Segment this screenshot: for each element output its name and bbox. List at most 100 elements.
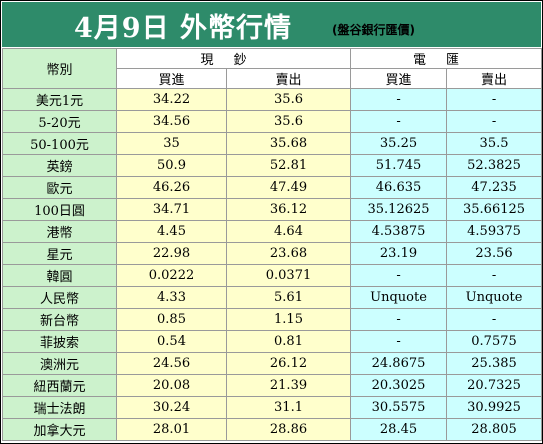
cash-sell-value: 28.86 — [225, 418, 352, 441]
wire-sell-value: 20.7325 — [446, 374, 543, 397]
table-row: 瑞士法朗 30.24 31.1 30.5575 30.9925 — [2, 396, 543, 419]
table-row: 英鎊 50.9 52.81 51.745 52.3825 — [2, 154, 543, 177]
cash-buy-value: 0.0222 — [116, 264, 227, 287]
cash-buy-value: 24.56 — [116, 352, 227, 375]
currency-name: 瑞士法朗 — [2, 396, 117, 419]
cash-sell-header: 賣出 — [225, 68, 352, 89]
wire-buy-value: 24.8675 — [350, 352, 448, 375]
wire-buy-value: 20.3025 — [350, 374, 448, 397]
cash-buy-value: 50.9 — [116, 154, 227, 177]
cash-sell-value: 47.49 — [225, 176, 352, 199]
table-row: 星元 22.98 23.68 23.19 23.56 — [2, 242, 543, 265]
currency-name: 菲披索 — [2, 330, 117, 353]
currency-name: 100日圓 — [2, 198, 117, 221]
table-row: 50-100元 35 35.68 35.25 35.5 — [2, 132, 543, 155]
currency-name: 人民幣 — [2, 286, 117, 309]
currency-name: 美元1元 — [2, 88, 117, 111]
wire-sell-value: 23.56 — [446, 242, 543, 265]
currency-name: 港幣 — [2, 220, 117, 243]
cash-buy-value: 30.24 — [116, 396, 227, 419]
wire-sell-header: 賣出 — [446, 68, 543, 89]
cash-sell-value: 0.0371 — [225, 264, 352, 287]
wire-buy-value: - — [350, 330, 448, 353]
currency-name: 英鎊 — [2, 154, 117, 177]
cash-sell-value: 4.64 — [225, 220, 352, 243]
wire-sell-value: 25.385 — [446, 352, 543, 375]
table-row: 新台幣 0.85 1.15- - — [2, 308, 543, 331]
table-row: 歐元 46.26 47.49 46.635 47.235 — [2, 176, 543, 199]
cash-buy-value: 20.08 — [116, 374, 227, 397]
wire-buy-value: 28.45 — [350, 418, 448, 441]
page-title: 4月9日 外幣行情 — [74, 13, 292, 44]
currency-name: 韓圓 — [2, 264, 117, 287]
cash-buy-value: 0.54 — [116, 330, 227, 353]
currency-name: 歐元 — [2, 176, 117, 199]
wire-buy-value: - — [350, 110, 448, 133]
currency-name: 50-100元 — [2, 132, 117, 155]
wire-buy-value: 35.12625 — [350, 198, 448, 221]
currency-name: 新台幣 — [2, 308, 117, 331]
wire-buy-value: 4.53875 — [350, 220, 448, 243]
wire-buy-value: - — [350, 264, 448, 287]
cash-sell-value: 23.68 — [225, 242, 352, 265]
source-subtitle: (盤谷銀行匯價) — [332, 23, 415, 37]
cash-sell-value: 35.68 — [225, 132, 352, 155]
wire-header: 電匯 — [350, 48, 543, 69]
cash-sell-value: 35.6 — [225, 88, 352, 111]
table-row: 人民幣 4.33 5.61 Unquote Unquote — [2, 286, 543, 309]
wire-buy-value: - — [350, 88, 448, 111]
table-row: 100日圓 34.71 36.12 35.12625 35.66125 — [2, 198, 543, 221]
wire-sell-value: - — [446, 308, 543, 331]
currency-name: 澳洲元 — [2, 352, 117, 375]
cash-buy-value: 0.85 — [116, 308, 227, 331]
table-row: 紐西蘭元 20.08 21.39 20.3025 20.7325 — [2, 374, 543, 397]
table-row: 港幣 4.45 4.64 4.53875 4.59375 — [2, 220, 543, 243]
header-row-subheads: 買進 賣出 買進 賣出 — [3, 68, 543, 89]
wire-buy-value: 46.635 — [350, 176, 448, 199]
cash-sell-value: 31.1 — [225, 396, 352, 419]
wire-sell-value: 0.7575 — [446, 330, 543, 353]
table-row: 美元1元 34.22 35.6- - — [2, 88, 543, 111]
cash-sell-value: 26.12 — [225, 352, 352, 375]
wire-sell-value: 30.9925 — [446, 396, 543, 419]
wire-sell-value: 35.66125 — [446, 198, 543, 221]
cash-buy-value: 28.01 — [116, 418, 227, 441]
cash-header: 現鈔 — [115, 48, 352, 69]
header-row-groups: 幣別 現鈔 電匯 — [2, 48, 543, 89]
cash-buy-value: 46.26 — [116, 176, 227, 199]
title-banner: 4月9日 外幣行情 (盤谷銀行匯價) — [2, 2, 541, 47]
cash-buy-value: 35 — [116, 132, 227, 155]
cash-buy-value: 34.71 — [116, 198, 227, 221]
wire-sell-value: - — [446, 88, 543, 111]
wire-sell-value: 35.5 — [446, 132, 543, 155]
table-row: 加拿大元 28.01 28.86 28.45 28.805 — [2, 418, 543, 441]
cash-buy-value: 22.98 — [116, 242, 227, 265]
currency-header: 幣別 — [2, 48, 117, 89]
cash-sell-value: 52.81 — [225, 154, 352, 177]
wire-buy-value: 23.19 — [350, 242, 448, 265]
cash-sell-value: 35.6 — [225, 110, 352, 133]
wire-sell-value: 52.3825 — [446, 154, 543, 177]
cash-buy-value: 4.33 — [116, 286, 227, 309]
cash-sell-value: 0.81 — [225, 330, 352, 353]
cash-sell-value: 36.12 — [225, 198, 352, 221]
wire-sell-value: 28.805 — [446, 418, 543, 441]
cash-sell-value: 5.61 — [225, 286, 352, 309]
wire-sell-value: 4.59375 — [446, 220, 543, 243]
wire-sell-value: - — [446, 264, 543, 287]
currency-name: 紐西蘭元 — [2, 374, 117, 397]
table-row: 韓圓 0.0222 0.0371- - — [2, 264, 543, 287]
cash-sell-value: 1.15 — [225, 308, 352, 331]
wire-buy-value: 35.25 — [350, 132, 448, 155]
table-row: 5-20元 34.56 35.6- - — [2, 110, 543, 133]
cash-buy-header: 買進 — [116, 68, 227, 89]
wire-buy-value: Unquote — [350, 286, 448, 309]
cash-buy-value: 34.56 — [116, 110, 227, 133]
wire-buy-value: 51.745 — [350, 154, 448, 177]
wire-sell-value: Unquote — [446, 286, 543, 309]
table-row: 菲披索 0.54 0.81-0.7575 — [2, 330, 543, 353]
cash-sell-value: 21.39 — [225, 374, 352, 397]
cash-buy-value: 34.22 — [116, 88, 227, 111]
currency-name: 5-20元 — [2, 110, 117, 133]
